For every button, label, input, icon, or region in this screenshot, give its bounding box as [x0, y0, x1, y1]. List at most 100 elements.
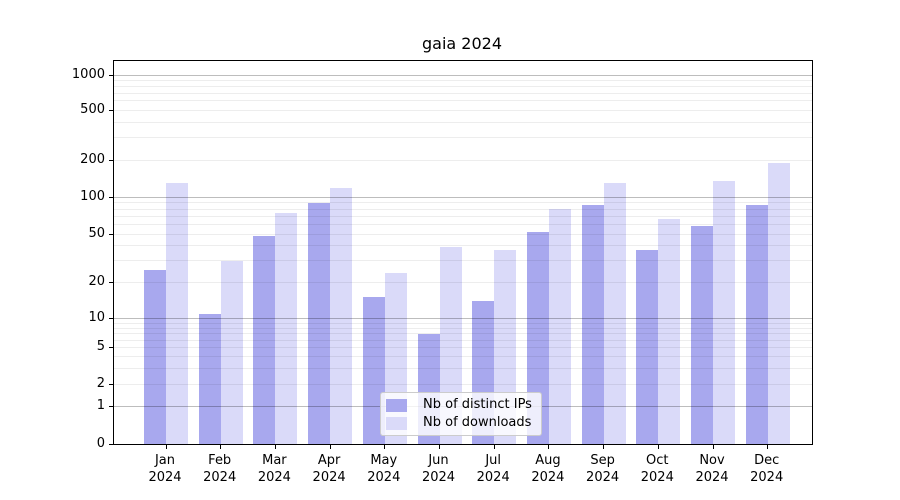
gridline-minor: [114, 245, 812, 247]
x-tick-label: Oct 2024: [624, 452, 690, 486]
x-tick: [657, 445, 659, 449]
gridline-minor: [114, 215, 812, 217]
gridline-minor: [114, 79, 812, 81]
x-tick-label-month: Sep: [590, 453, 615, 468]
y-tick-label: 5: [96, 339, 105, 355]
x-tick-label-year: 2024: [203, 470, 237, 485]
gridline-minor: [114, 367, 812, 369]
gridline-minor: [114, 260, 812, 262]
x-tick-label: Apr 2024: [296, 452, 362, 486]
gridline-minor: [114, 109, 812, 111]
x-tick: [384, 445, 386, 449]
y-tick: [109, 405, 113, 407]
gridline-major: [114, 196, 812, 198]
gridline-major: [114, 74, 812, 76]
x-tick-label-month: Jun: [428, 453, 449, 468]
x-tick-label-year: 2024: [312, 470, 346, 485]
x-tick-label-month: Nov: [699, 453, 725, 468]
x-tick-label-month: Oct: [646, 453, 669, 468]
gridline-minor: [114, 121, 812, 123]
bar-downloads: [166, 183, 188, 444]
y-tick-label: 1000: [71, 66, 105, 82]
x-tick-label-month: May: [370, 453, 398, 468]
x-tick: [493, 445, 495, 449]
bar-downloads: [330, 188, 353, 444]
x-tick: [329, 445, 331, 449]
x-tick-label-year: 2024: [421, 470, 456, 485]
x-tick-label: Mar 2024: [241, 452, 307, 486]
gridline-minor: [114, 347, 812, 349]
y-tick: [109, 109, 113, 111]
bar-downloads: [275, 213, 298, 444]
x-tick-label: Dec 2024: [734, 452, 800, 486]
x-tick-label: Sep 2024: [570, 452, 636, 486]
bar-distinct-ips: [253, 236, 276, 444]
y-tick-label: 100: [80, 188, 105, 204]
x-tick-label-month: Apr: [317, 453, 341, 468]
x-tick-label-year: 2024: [531, 470, 565, 485]
bar-distinct-ips: [636, 250, 659, 444]
gridline-minor: [114, 202, 812, 204]
bar-downloads: [220, 260, 243, 444]
x-tick-label-year: 2024: [750, 470, 784, 485]
gridline-minor: [114, 383, 812, 385]
plot-area: [109, 60, 813, 449]
x-tick-label: Aug 2024: [515, 452, 581, 486]
x-tick: [165, 445, 167, 449]
x-tick-label-year: 2024: [148, 470, 182, 485]
y-tick: [109, 233, 113, 235]
gridline-minor: [114, 339, 812, 341]
gridline-minor: [114, 85, 812, 87]
x-tick-label-year: 2024: [257, 470, 291, 485]
y-tick: [109, 443, 113, 445]
y-tick-label: 50: [88, 225, 105, 241]
legend-label-downloads: Nb of downloads: [423, 415, 532, 430]
x-tick: [767, 445, 769, 449]
y-tick-label: 10: [88, 310, 105, 326]
y-tick: [109, 74, 113, 76]
y-tick-label: 1: [96, 397, 105, 413]
y-tick: [109, 196, 113, 198]
bar-distinct-ips: [308, 202, 331, 444]
y-tick-label: 200: [80, 151, 105, 167]
y-tick-label: 500: [80, 101, 105, 117]
bar-distinct-ips: [198, 313, 221, 444]
x-tick: [220, 445, 222, 449]
legend-label-distinct-ips: Nb of distinct IPs: [423, 397, 532, 412]
x-tick-label: Jun 2024: [406, 452, 472, 486]
y-tick-label: 0: [96, 435, 105, 451]
gridline-minor: [114, 233, 812, 235]
x-tick-label-month: Jul: [485, 453, 502, 468]
gridline-minor: [114, 224, 812, 225]
x-tick-label-year: 2024: [586, 470, 620, 485]
bar-distinct-ips: [526, 232, 549, 444]
gridline-minor: [114, 159, 812, 161]
x-tick: [439, 445, 440, 449]
bar-downloads: [713, 181, 735, 444]
gridline-minor: [114, 356, 812, 358]
x-tick-label: Jan 2024: [132, 452, 198, 486]
bar-distinct-ips: [691, 226, 713, 444]
gridline-minor: [114, 208, 812, 210]
gridline-minor: [114, 281, 812, 283]
chart-title: gaia 2024: [421, 34, 502, 53]
x-tick-label: May 2024: [351, 452, 417, 486]
x-tick: [548, 445, 550, 449]
bar-distinct-ips: [362, 297, 385, 444]
legend-item-distinct-ips: Nb of distinct IPs: [386, 398, 533, 412]
x-tick-label-month: Feb: [208, 453, 232, 468]
bar-downloads: [658, 219, 681, 444]
legend: Nb of distinct IPs Nb of downloads: [380, 392, 542, 436]
y-tick: [109, 318, 113, 320]
gridline-minor: [114, 327, 812, 329]
bar-downloads: [548, 209, 571, 444]
y-tick-label: 20: [88, 273, 105, 289]
gridline-minor: [114, 137, 812, 139]
y-tick: [109, 281, 113, 283]
legend-swatch-distinct-ips: [386, 398, 407, 412]
gridline-major: [114, 318, 812, 320]
x-tick-label-month: Dec: [754, 453, 780, 468]
y-tick: [109, 347, 113, 349]
x-tick: [603, 445, 605, 449]
